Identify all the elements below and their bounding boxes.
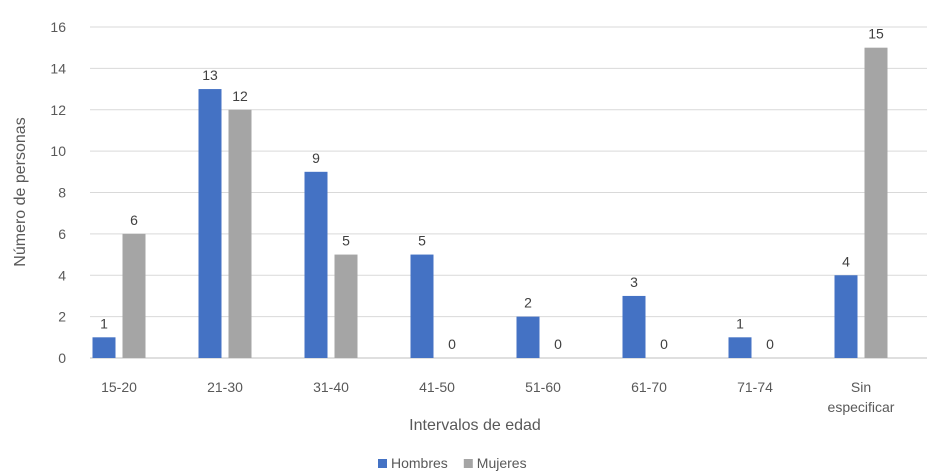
legend: Hombres Mujeres (378, 455, 527, 471)
bar-hombres (410, 254, 434, 358)
bar-hombres (622, 295, 646, 358)
data-label: 6 (130, 212, 138, 228)
y-tick-label: 6 (58, 226, 66, 242)
bar-mujeres (334, 254, 358, 358)
y-axis-title: Número de personas (12, 117, 29, 266)
y-tick-label: 0 (58, 350, 66, 366)
x-tick-label: 51-60 (525, 379, 561, 395)
y-tick-label: 10 (50, 143, 66, 159)
data-label: 1 (100, 315, 108, 331)
data-label: 0 (554, 336, 562, 352)
bar-mujeres (864, 47, 888, 358)
legend-swatch-hombres (378, 459, 387, 468)
data-label: 1 (736, 315, 744, 331)
data-label: 3 (630, 274, 638, 290)
data-label: 12 (232, 88, 248, 104)
data-label: 5 (342, 233, 350, 249)
y-tick-label: 14 (50, 60, 66, 76)
data-label: 4 (842, 253, 850, 269)
data-label: 0 (448, 336, 456, 352)
y-tick-label: 2 (58, 309, 66, 325)
bar-hombres (92, 337, 116, 358)
data-label: 0 (766, 336, 774, 352)
y-tick-label: 16 (50, 19, 66, 35)
bar-hombres (516, 316, 540, 358)
x-tick-label: 31-40 (313, 379, 349, 395)
x-axis-title: Intervalos de edad (409, 417, 541, 434)
x-tick-label: especificar (828, 399, 895, 415)
data-label: 15 (868, 26, 884, 42)
y-tick-label: 12 (50, 102, 66, 118)
bar-hombres (304, 171, 328, 358)
x-tick-label: 15-20 (101, 379, 137, 395)
x-tick-label: 71-74 (737, 379, 773, 395)
legend-swatch-mujeres (463, 459, 473, 468)
data-label: 13 (202, 67, 218, 83)
x-tick-label: Sin (851, 379, 871, 395)
bar-hombres (198, 89, 222, 358)
legend-label-mujeres: Mujeres (477, 455, 527, 471)
y-tick-label: 8 (58, 185, 66, 201)
data-label: 5 (418, 233, 426, 249)
bar-mujeres (228, 109, 252, 358)
x-tick-label: 21-30 (207, 379, 243, 395)
x-tick-label: 41-50 (419, 379, 455, 395)
bar-mujeres (122, 233, 146, 358)
data-label: 9 (312, 150, 320, 166)
legend-label-hombres: Hombres (391, 455, 448, 471)
bar-hombres (834, 275, 858, 358)
data-label: 0 (660, 336, 668, 352)
data-label: 2 (524, 295, 532, 311)
y-tick-label: 4 (58, 267, 66, 283)
x-tick-label: 61-70 (631, 379, 667, 395)
bar-hombres (728, 337, 752, 358)
